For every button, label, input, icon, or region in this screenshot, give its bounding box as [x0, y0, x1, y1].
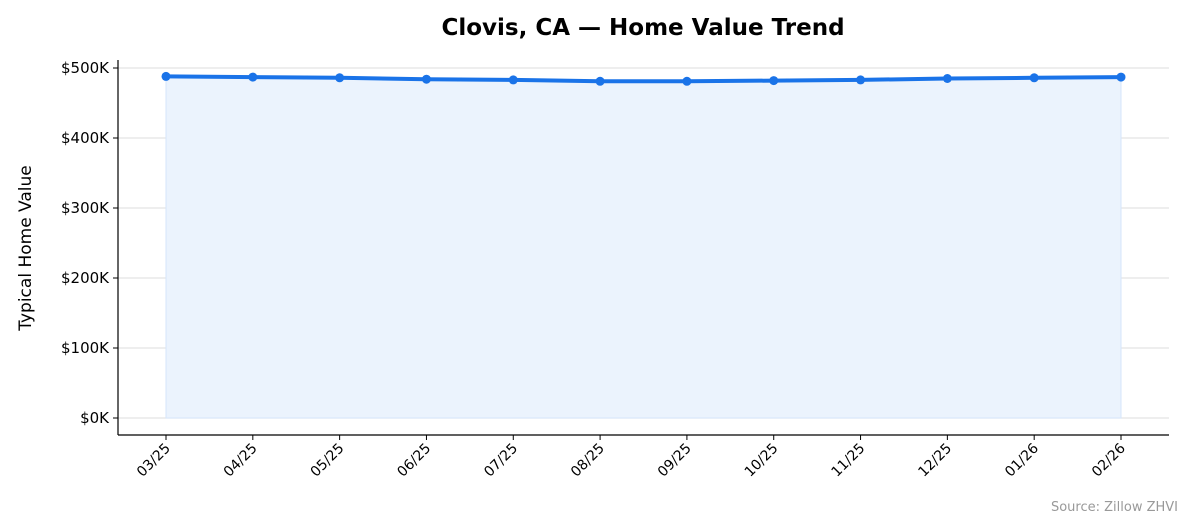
data-point [508, 75, 518, 85]
y-tick-label: $300K [61, 199, 110, 217]
y-axis-label: Typical Home Value [16, 165, 36, 332]
source-note: Source: Zillow ZHVI [1051, 500, 1178, 515]
y-tick-label: $200K [61, 269, 110, 287]
x-tick-label: 04/25 [221, 441, 261, 481]
x-tick-label: 08/25 [568, 441, 608, 481]
x-tick-label: 11/25 [829, 441, 869, 481]
x-tick-label: 06/25 [394, 441, 434, 481]
series-line [165, 74, 1122, 84]
data-point [421, 74, 431, 84]
x-tick-label: 02/26 [1089, 440, 1129, 480]
x-tick-label: 01/26 [1002, 440, 1042, 480]
x-tick-label: 07/25 [481, 441, 521, 481]
data-point [1029, 73, 1039, 83]
x-tick-label: 03/25 [134, 441, 174, 481]
data-point [769, 76, 779, 86]
data-point [335, 73, 345, 83]
data-point [161, 71, 171, 81]
data-point [595, 76, 605, 86]
x-tick-label: 12/25 [915, 441, 955, 481]
data-point [248, 72, 258, 82]
x-tick-label: 10/25 [742, 441, 782, 481]
data-point [1116, 72, 1126, 82]
x-tick-label: 05/25 [308, 441, 348, 481]
y-tick-label: $500K [61, 59, 110, 77]
area-fill [165, 75, 1122, 419]
data-point [856, 75, 866, 85]
data-point [682, 76, 692, 86]
y-tick-label: $400K [61, 129, 110, 147]
x-tick-label: 09/25 [655, 441, 695, 481]
y-tick-label: $100K [61, 339, 110, 357]
chart-title: Clovis, CA — Home Value Trend [441, 15, 844, 41]
y-tick-label: $0K [80, 409, 110, 427]
data-point [942, 74, 952, 83]
